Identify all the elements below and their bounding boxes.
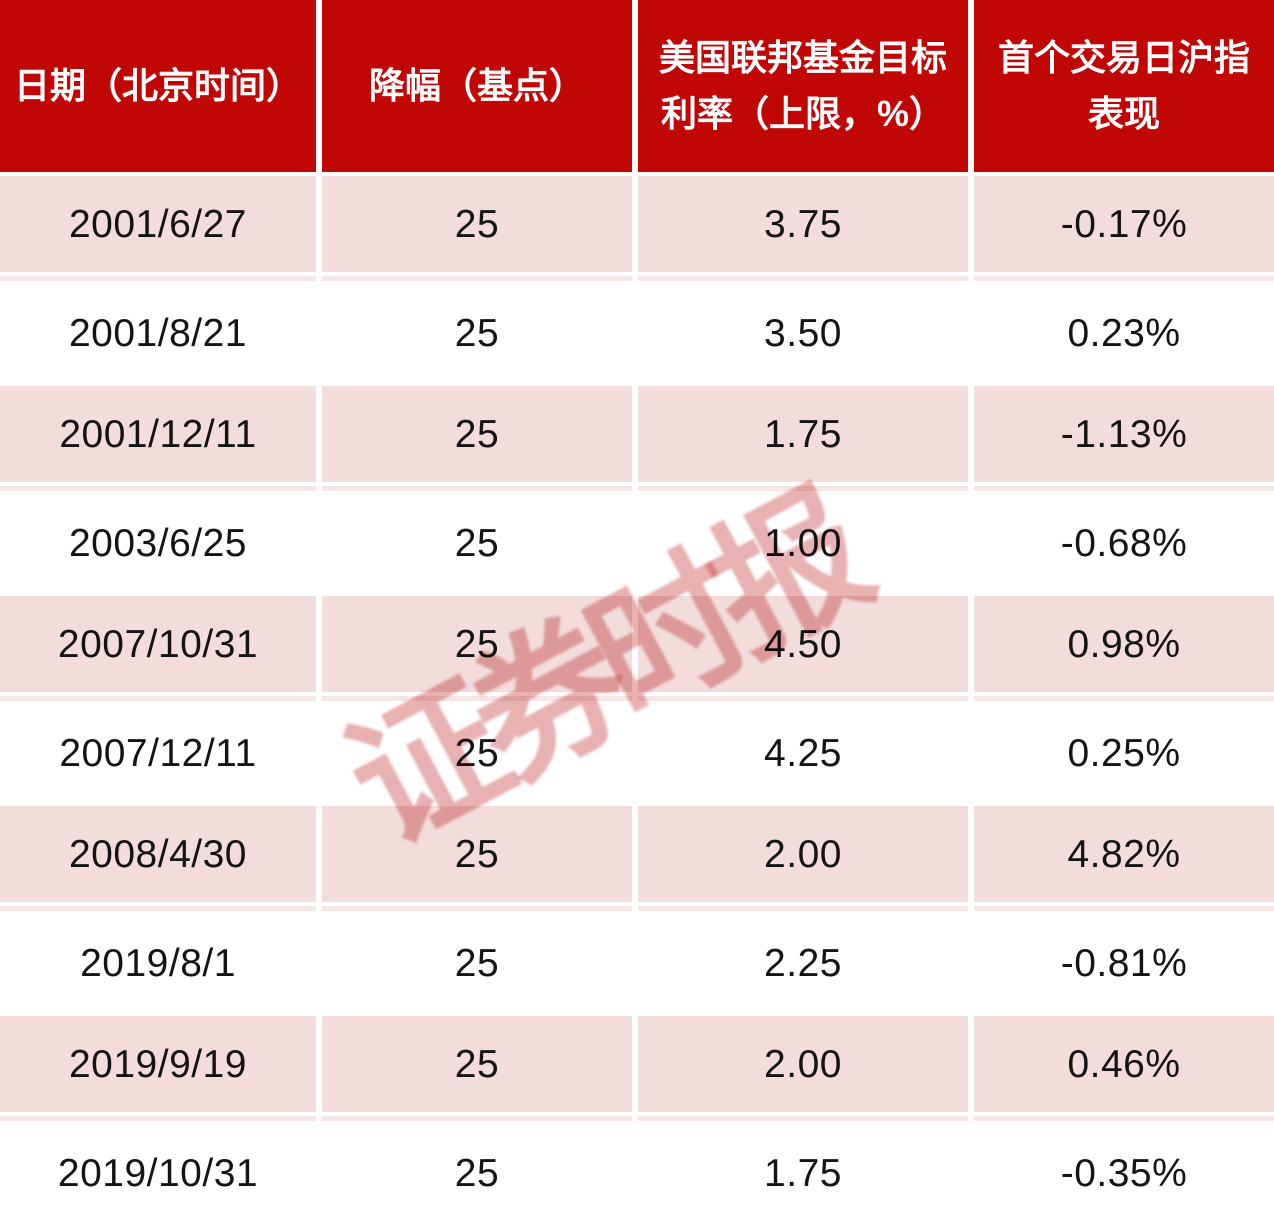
header-col-date: 日期（北京时间） bbox=[0, 0, 316, 172]
cell-date: 2001/6/27 bbox=[0, 176, 316, 281]
cell-shci-perf: -0.35% bbox=[974, 1121, 1274, 1226]
cell-target-rate: 4.25 bbox=[638, 701, 968, 806]
cell-cut-bps: 25 bbox=[322, 491, 632, 596]
table-row: 2008/4/30 25 2.00 4.82% bbox=[0, 806, 1274, 911]
table-header: 日期（北京时间） 降幅（基点） 美国联邦基金目标 利率（上限，%） 首个交易日沪指 表现 bbox=[0, 0, 1274, 172]
header-label-line: 美国联邦基金目标 bbox=[658, 37, 947, 79]
cell-cut-bps: 25 bbox=[322, 176, 632, 281]
cell-target-rate: 2.00 bbox=[638, 1016, 968, 1121]
table-row: 2019/10/31 25 1.75 -0.35% bbox=[0, 1121, 1274, 1226]
cell-cut-bps: 25 bbox=[322, 806, 632, 911]
table-row: 2019/9/19 25 2.00 0.46% bbox=[0, 1016, 1274, 1121]
header-label-line: 表现 bbox=[1087, 93, 1160, 134]
cell-cut-bps: 25 bbox=[322, 596, 632, 701]
cell-cut-bps: 25 bbox=[322, 1121, 632, 1226]
cell-cut-bps: 25 bbox=[322, 911, 632, 1016]
cell-date: 2001/12/11 bbox=[0, 386, 316, 491]
table-row: 2003/6/25 25 1.00 -0.68% bbox=[0, 491, 1274, 596]
table-body: 2001/6/27 25 3.75 -0.17% 2001/8/21 25 3.50 0.23… bbox=[0, 176, 1274, 1226]
cell-date: 2001/8/21 bbox=[0, 281, 316, 386]
cell-shci-perf: 4.82% bbox=[974, 806, 1274, 911]
cell-target-rate: 1.00 bbox=[638, 491, 968, 596]
cell-date: 2007/10/31 bbox=[0, 596, 316, 701]
header-col-target-rate: 美国联邦基金目标 利率（上限，%） bbox=[638, 0, 968, 172]
table-row: 2001/8/21 25 3.50 0.23% bbox=[0, 281, 1274, 386]
cell-shci-perf: -0.68% bbox=[974, 491, 1274, 596]
cell-shci-perf: 0.46% bbox=[974, 1016, 1274, 1121]
cell-date: 2019/8/1 bbox=[0, 911, 316, 1016]
cell-shci-perf: -1.13% bbox=[974, 386, 1274, 491]
cell-shci-perf: 0.23% bbox=[974, 281, 1274, 386]
cell-date: 2007/12/11 bbox=[0, 701, 316, 806]
cell-target-rate: 2.25 bbox=[638, 911, 968, 1016]
cell-cut-bps: 25 bbox=[322, 1016, 632, 1121]
cell-date: 2003/6/25 bbox=[0, 491, 316, 596]
header-col-shci-perf: 首个交易日沪指 表现 bbox=[974, 0, 1274, 172]
header-label-line: 利率（上限，%） bbox=[660, 93, 945, 134]
table-row: 2001/12/11 25 1.75 -1.13% bbox=[0, 386, 1274, 491]
cell-date: 2019/9/19 bbox=[0, 1016, 316, 1121]
cell-date: 2019/10/31 bbox=[0, 1121, 316, 1226]
cell-shci-perf: 0.25% bbox=[974, 701, 1274, 806]
cell-cut-bps: 25 bbox=[322, 281, 632, 386]
table-row: 2019/8/1 25 2.25 -0.81% bbox=[0, 911, 1274, 1016]
table-row: 2001/6/27 25 3.75 -0.17% bbox=[0, 176, 1274, 281]
cell-shci-perf: -0.81% bbox=[974, 911, 1274, 1016]
cell-target-rate: 1.75 bbox=[638, 386, 968, 491]
table-row: 2007/12/11 25 4.25 0.25% bbox=[0, 701, 1274, 806]
cell-target-rate: 2.00 bbox=[638, 806, 968, 911]
cell-target-rate: 3.75 bbox=[638, 176, 968, 281]
cell-cut-bps: 25 bbox=[322, 701, 632, 806]
cell-date: 2008/4/30 bbox=[0, 806, 316, 911]
header-label-line: 首个交易日沪指 bbox=[997, 37, 1250, 79]
cell-shci-perf: 0.98% bbox=[974, 596, 1274, 701]
cell-shci-perf: -0.17% bbox=[974, 176, 1274, 281]
cell-target-rate: 4.50 bbox=[638, 596, 968, 701]
header-label-line: 降幅（基点） bbox=[368, 65, 585, 107]
cell-cut-bps: 25 bbox=[322, 386, 632, 491]
cell-target-rate: 1.75 bbox=[638, 1121, 968, 1226]
header-col-cut-bps: 降幅（基点） bbox=[322, 0, 632, 172]
cell-target-rate: 3.50 bbox=[638, 281, 968, 386]
header-label-line: 日期（北京时间） bbox=[13, 65, 302, 107]
table-row: 2007/10/31 25 4.50 0.98% bbox=[0, 596, 1274, 701]
